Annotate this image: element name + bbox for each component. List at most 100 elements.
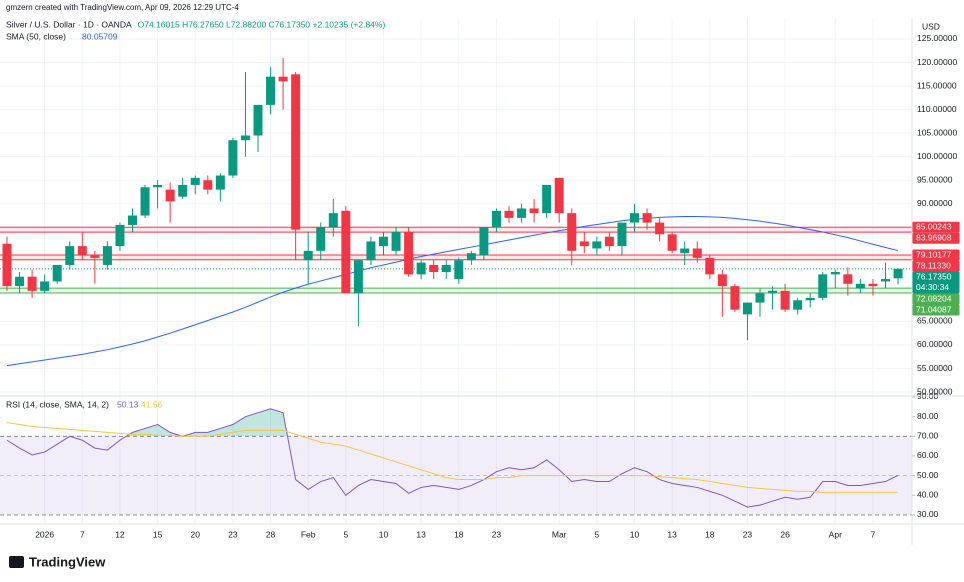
candle-body — [730, 286, 740, 310]
x-tick-label: 28 — [266, 529, 276, 539]
sma-legend: SMA (50, close) — [6, 31, 66, 41]
candle-body — [680, 248, 690, 254]
candle-body — [52, 264, 62, 282]
y-tick-label: 90.00000 — [917, 198, 953, 208]
rsi-tick-label: 50.00 — [917, 470, 939, 480]
x-tick-label: 5 — [343, 529, 348, 539]
candle-body — [579, 241, 589, 247]
x-tick-label: 5 — [594, 529, 599, 539]
level-zone — [0, 255, 912, 260]
candle-body — [868, 283, 878, 287]
y-tick-label: 95.00000 — [917, 174, 953, 184]
candle-body — [215, 175, 225, 190]
candle-body — [40, 281, 50, 291]
level-label-box — [912, 249, 960, 261]
candle-body — [15, 276, 25, 287]
x-tick-label: 23 — [492, 529, 502, 539]
y-tick-label: 115.00000 — [917, 80, 957, 90]
candle-body — [604, 236, 614, 247]
rsi-tick-label: 60.00 — [917, 450, 939, 460]
candle-body — [278, 76, 288, 82]
level-zone — [0, 288, 912, 293]
countdown: 04:30:34 — [916, 282, 949, 292]
candle-body — [366, 241, 376, 261]
x-tick-label: Mar — [552, 529, 567, 539]
candle-body — [655, 222, 665, 235]
candle-body — [2, 243, 12, 287]
level-label-box — [912, 304, 960, 316]
x-tick-label: Feb — [301, 529, 316, 539]
rsi-tick-label: 30.00 — [917, 509, 939, 519]
candle-body — [203, 180, 213, 190]
sma-line — [6, 215, 899, 367]
candle-body — [542, 184, 552, 214]
candle-body — [554, 177, 564, 214]
candle-body — [755, 293, 765, 303]
x-tick-label: 10 — [379, 529, 389, 539]
candle-body — [178, 184, 188, 197]
header: gmzern created with TradingView.com, Apr… — [6, 3, 239, 12]
candle-body — [153, 184, 163, 188]
x-tick-label: Apr — [829, 529, 842, 539]
rsi-line — [6, 408, 899, 508]
y-tick-label: 65.00000 — [917, 316, 953, 326]
candle-body — [768, 290, 778, 294]
rsi-sma-line — [6, 422, 899, 493]
x-tick-label: 12 — [115, 529, 125, 539]
level-label-box — [912, 232, 960, 244]
candle-body — [529, 208, 539, 214]
y-tick-label: 110.00000 — [917, 104, 957, 114]
level-label-box — [912, 221, 960, 233]
x-tick-label: 13 — [667, 529, 677, 539]
candle-body — [291, 74, 301, 230]
y-tick-label: 105.00000 — [917, 127, 957, 137]
candle-body — [617, 222, 627, 247]
plot — [0, 57, 912, 516]
candle-body — [567, 213, 577, 251]
level-label: 72.08204 — [916, 294, 952, 304]
candle-body — [517, 208, 527, 218]
x-tick-label: 7 — [871, 529, 876, 539]
x-tick-label: 2026 — [35, 529, 54, 539]
candle-body — [667, 234, 677, 251]
x-tick-label: 23 — [228, 529, 238, 539]
candle-body — [404, 231, 414, 275]
y-tick-label: 125.00000 — [917, 33, 957, 43]
sma-value: 80.05709 — [82, 31, 118, 41]
y-tick-label: 60.00000 — [917, 339, 953, 349]
candle-body — [379, 236, 388, 247]
candle-body — [705, 257, 715, 275]
candle-body — [165, 189, 175, 202]
candle-body — [466, 253, 476, 261]
candle-body — [855, 283, 865, 289]
level-label-box — [912, 260, 960, 272]
candle-body — [454, 260, 464, 280]
candle-body — [717, 274, 727, 287]
x-tick-label: 15 — [153, 529, 163, 539]
level-label: 71.04087 — [916, 305, 952, 315]
x-tick-label: 18 — [454, 529, 464, 539]
candle-body — [630, 213, 639, 223]
rsi-sma-value: 41.56 — [141, 399, 163, 409]
level-label: 79.10177 — [916, 250, 952, 260]
candle-body — [830, 272, 840, 275]
candle-body — [441, 264, 451, 273]
logo: TradingView — [9, 554, 106, 569]
last-price-label: 76.17350 — [916, 272, 952, 282]
overbought-fill — [7, 408, 899, 437]
candle-body — [140, 187, 150, 216]
x-tick-label: 18 — [705, 529, 715, 539]
x-tick-label: 7 — [80, 529, 85, 539]
candle-body — [818, 274, 828, 298]
rsi-legend: RSI (14, close, SMA, 14, 2) — [6, 399, 109, 409]
y-tick-label: 100.00000 — [917, 151, 957, 161]
candle-body — [102, 246, 112, 265]
candle-body — [90, 255, 100, 258]
candle-body — [303, 250, 313, 261]
candle-body — [805, 297, 815, 301]
level-label: 78.11330 — [916, 261, 951, 271]
candle-body — [228, 140, 238, 176]
candle-body — [353, 260, 363, 294]
